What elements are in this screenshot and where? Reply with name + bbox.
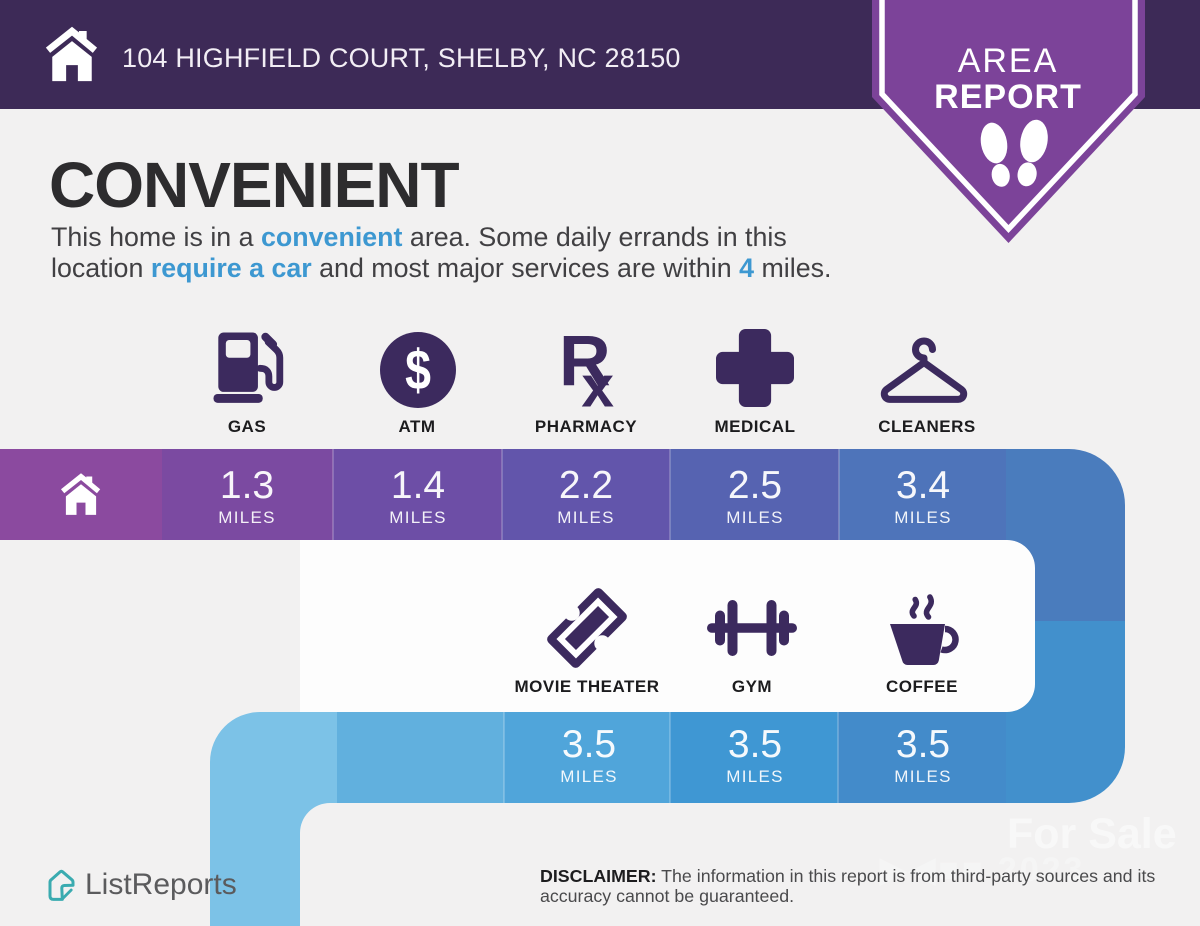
svg-text:R: R bbox=[559, 327, 611, 401]
svg-text:$: $ bbox=[405, 338, 431, 401]
svg-text:REPORT: REPORT bbox=[934, 78, 1082, 116]
svg-text:x: x bbox=[581, 355, 614, 409]
svg-text:AREA: AREA bbox=[958, 42, 1059, 80]
